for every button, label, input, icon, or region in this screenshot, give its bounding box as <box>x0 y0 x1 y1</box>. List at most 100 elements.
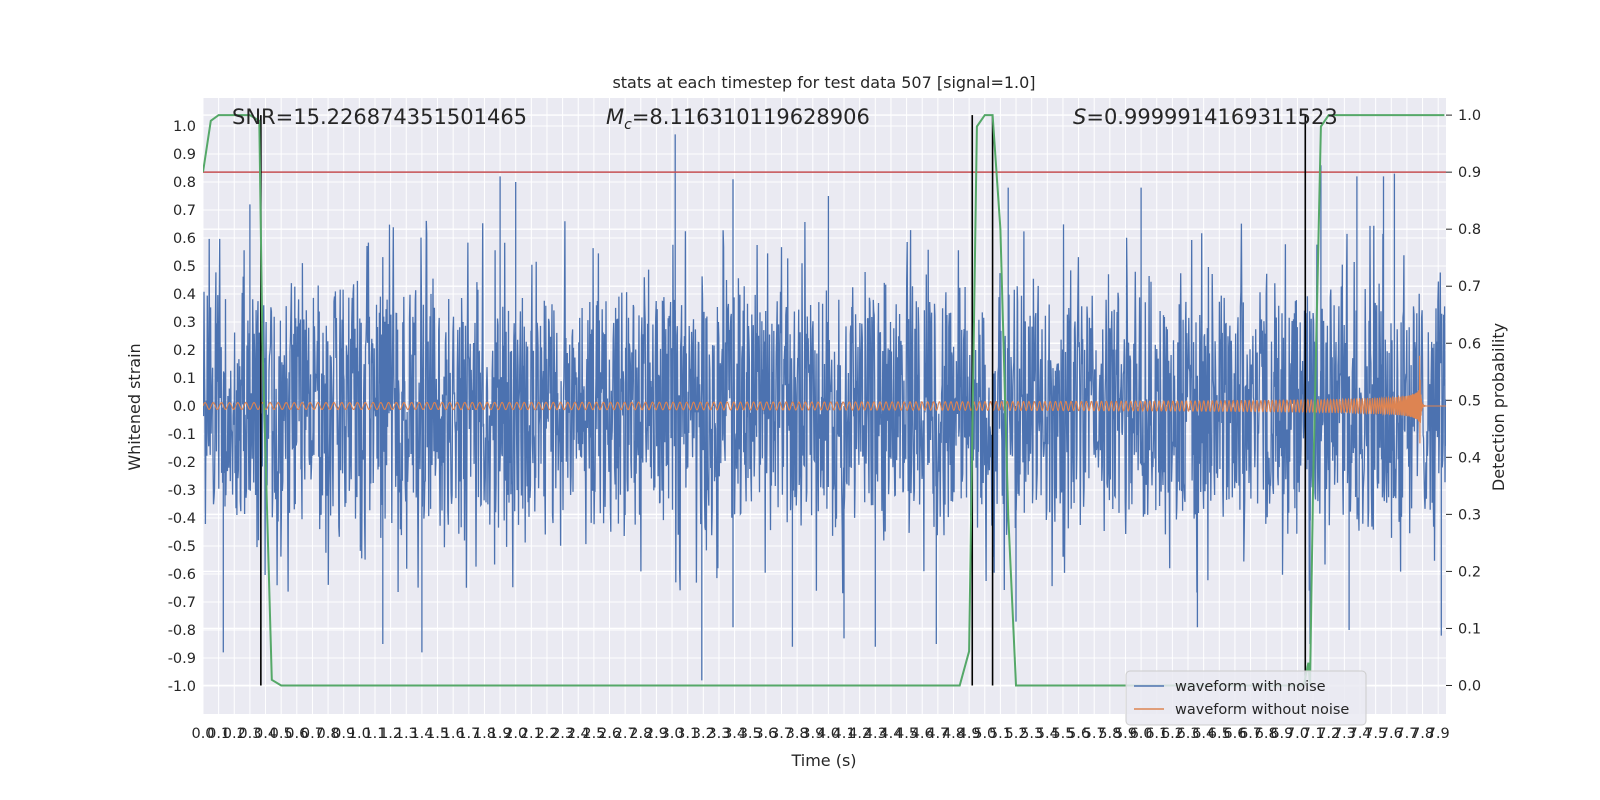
legend-label-noise: waveform with noise <box>1175 679 1326 695</box>
x-tick-label-64: 6.4 <box>1192 726 1215 742</box>
x-tick-label-1: 0.1 <box>207 726 230 742</box>
y-tick-label-11: 0.1 <box>173 371 196 387</box>
x-tick-label-36: 3.6 <box>754 726 777 742</box>
x-axis-label: Time (s) <box>790 751 856 770</box>
x-tick-label-79: 7.9 <box>1427 726 1450 742</box>
x-tick-label-57: 5.7 <box>1083 726 1106 742</box>
annotation-chirp-mass-subscript: c <box>624 117 632 133</box>
legend-box <box>1125 670 1367 726</box>
x-tick-label-56: 5.6 <box>1067 726 1090 742</box>
y-tick-label-6: -0.4 <box>168 511 196 527</box>
x-tick-label-45: 4.5 <box>895 726 918 742</box>
y-tick-label-9: -0.1 <box>168 427 196 443</box>
annotation-chirp-mass-symbol: M <box>606 105 624 129</box>
y2-tick-label-5: 0.5 <box>1458 393 1481 409</box>
x-tick-label-15: 1.5 <box>426 726 449 742</box>
y-tick-label-0: -1.0 <box>168 679 196 695</box>
x-tick-label-9: 0.9 <box>332 726 355 742</box>
x-tick-label-65: 6.5 <box>1208 726 1231 742</box>
x-tick-label-18: 1.8 <box>473 726 496 742</box>
x-tick-label-58: 5.8 <box>1098 726 1121 742</box>
x-tick-label-2: 0.2 <box>223 726 246 742</box>
y2-tick-label-4: 0.4 <box>1458 450 1481 466</box>
x-tick-label-12: 1.2 <box>379 726 402 742</box>
y2-axis-label: Detection probability <box>1489 323 1508 491</box>
y2-tick-label-3: 0.3 <box>1458 507 1481 523</box>
chart-title: stats at each timestep for test data 507… <box>612 73 1035 92</box>
x-tick-label-22: 2.2 <box>535 726 558 742</box>
y-tick-label-16: 0.6 <box>173 231 196 247</box>
x-tick-label-61: 6.1 <box>1145 726 1168 742</box>
x-tick-label-70: 7.0 <box>1286 726 1309 742</box>
x-tick-label-74: 7.4 <box>1348 726 1371 742</box>
x-tick-label-49: 4.9 <box>958 726 981 742</box>
x-tick-label-78: 7.8 <box>1411 726 1434 742</box>
y2-tick-label-1: 0.1 <box>1458 621 1481 637</box>
x-tick-label-32: 3.2 <box>692 726 715 742</box>
y-tick-label-3: -0.7 <box>168 595 196 611</box>
x-tick-label-0: 0.0 <box>191 726 214 742</box>
y-tick-label-12: 0.2 <box>173 343 196 359</box>
y-tick-label-2: -0.8 <box>168 623 196 639</box>
y-tick-label-1: -0.9 <box>168 651 196 667</box>
y-tick-label-4: -0.6 <box>168 567 196 583</box>
y-tick-label-17: 0.7 <box>173 203 196 219</box>
annotation-s: S=0.9999914169311523 <box>1073 105 1338 129</box>
y2-tick-label-2: 0.2 <box>1458 564 1481 580</box>
x-tick-label-29: 2.9 <box>645 726 668 742</box>
y-tick-label-14: 0.4 <box>173 287 196 303</box>
x-tick-label-7: 0.7 <box>301 726 324 742</box>
x-tick-label-26: 2.6 <box>598 726 621 742</box>
series-waveform-without-noise <box>203 355 1446 444</box>
x-tick-label-5: 0.5 <box>270 726 293 742</box>
x-tick-label-40: 4.0 <box>817 726 840 742</box>
x-tick-label-16: 1.6 <box>442 726 465 742</box>
legend-label-no-noise: waveform without noise <box>1175 702 1349 718</box>
y-tick-label-7: -0.3 <box>168 483 196 499</box>
x-tick-label-19: 1.9 <box>489 726 512 742</box>
x-tick-label-20: 2.0 <box>504 726 527 742</box>
x-tick-label-71: 7.1 <box>1302 726 1325 742</box>
x-tick-label-35: 3.5 <box>739 726 762 742</box>
annotation-chirp-mass: Mc=8.116310119628906 <box>606 105 870 133</box>
legend: waveform with noise waveform without noi… <box>1125 670 1367 726</box>
y-tick-label-5: -0.5 <box>168 539 196 555</box>
y2-tick-label-9: 0.9 <box>1458 165 1481 181</box>
x-tick-label-4: 0.4 <box>254 726 277 742</box>
y-tick-label-8: -0.2 <box>168 455 196 471</box>
x-tick-label-3: 0.3 <box>238 726 261 742</box>
y-tick-label-10: 0.0 <box>173 399 196 415</box>
x-tick-label-33: 3.3 <box>707 726 730 742</box>
y-tick-label-18: 0.8 <box>173 175 196 191</box>
x-tick-label-59: 5.9 <box>1114 726 1137 742</box>
x-tick-label-63: 6.3 <box>1176 726 1199 742</box>
annotation-s-value: =0.9999914169311523 <box>1086 105 1337 129</box>
x-tick-label-52: 5.2 <box>1005 726 1028 742</box>
x-tick-label-73: 7.3 <box>1333 726 1356 742</box>
x-tick-label-31: 3.1 <box>676 726 699 742</box>
series-waveform-with-noise <box>203 134 1446 681</box>
x-tick-label-24: 2.4 <box>567 726 590 742</box>
x-tick-label-34: 3.4 <box>723 726 746 742</box>
x-tick-label-27: 2.7 <box>614 726 637 742</box>
x-tick-label-21: 2.1 <box>520 726 543 742</box>
x-tick-label-14: 1.4 <box>410 726 433 742</box>
y-tick-label-15: 0.5 <box>173 259 196 275</box>
y2-tick-label-0: 0.0 <box>1458 678 1481 694</box>
annotation-chirp-mass-value: =8.116310119628906 <box>632 105 870 129</box>
x-tick-label-46: 4.6 <box>911 726 934 742</box>
x-tick-label-13: 1.3 <box>395 726 418 742</box>
x-tick-label-39: 3.9 <box>801 726 824 742</box>
x-tick-label-38: 3.8 <box>786 726 809 742</box>
x-tick-label-44: 4.4 <box>879 726 902 742</box>
x-tick-label-75: 7.5 <box>1364 726 1387 742</box>
x-tick-label-41: 4.1 <box>833 726 856 742</box>
x-tick-label-48: 4.8 <box>942 726 965 742</box>
x-tick-label-42: 4.2 <box>848 726 871 742</box>
y2-tick-label-6: 0.6 <box>1458 336 1481 352</box>
y2-tick-label-7: 0.7 <box>1458 279 1481 295</box>
x-tick-label-6: 0.6 <box>285 726 308 742</box>
x-tick-label-66: 6.6 <box>1223 726 1246 742</box>
y-tick-label-20: 1.0 <box>173 119 196 135</box>
